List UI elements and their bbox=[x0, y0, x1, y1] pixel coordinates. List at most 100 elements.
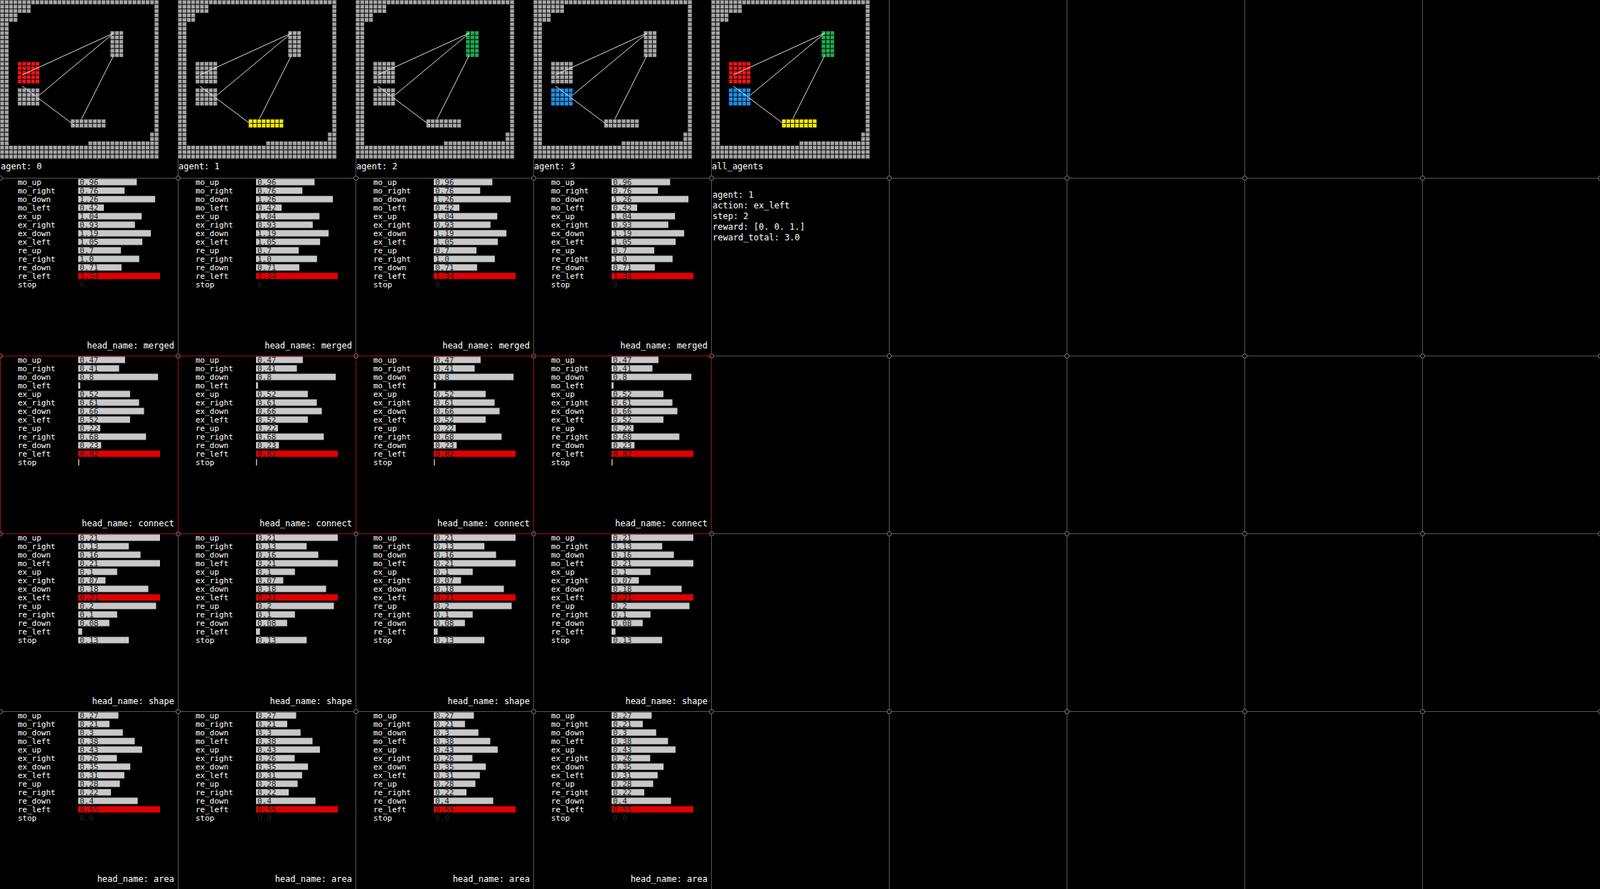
svg-text:action: ex_left: action: ex_left bbox=[712, 200, 790, 211]
svg-text:ex_right: ex_right bbox=[195, 397, 234, 408]
svg-text:mo_left: mo_left bbox=[551, 380, 585, 391]
svg-text:head_name: merged: head_name: merged bbox=[442, 340, 530, 351]
svg-text:mo_left: mo_left bbox=[373, 380, 407, 391]
svg-text:head_name: merged: head_name: merged bbox=[264, 340, 352, 351]
svg-text:mo_up: mo_up bbox=[17, 532, 42, 543]
svg-text:ex_up: ex_up bbox=[195, 744, 220, 755]
svg-text:head_name: connect: head_name: connect bbox=[81, 518, 175, 529]
svg-text:0.0: 0.0 bbox=[257, 813, 272, 823]
svg-text:0.: 0. bbox=[79, 280, 89, 290]
svg-text:re_right: re_right bbox=[17, 609, 56, 620]
svg-text:stop: stop bbox=[17, 280, 37, 290]
svg-text:all_agents: all_agents bbox=[711, 161, 764, 172]
svg-text:mo_right: mo_right bbox=[551, 185, 589, 196]
svg-text:mo_right: mo_right bbox=[17, 185, 56, 196]
svg-text:head_name: shape: head_name: shape bbox=[625, 696, 708, 707]
svg-text:head_name: area: head_name: area bbox=[275, 873, 352, 884]
svg-text:mo_left: mo_left bbox=[195, 380, 229, 391]
svg-text:re_left: re_left bbox=[551, 626, 585, 637]
svg-text:agent: 0: agent: 0 bbox=[0, 161, 42, 172]
svg-text:0.8: 0.8 bbox=[612, 372, 628, 382]
svg-text:ex_left: ex_left bbox=[195, 414, 229, 425]
svg-text:stop: stop bbox=[195, 280, 215, 290]
svg-text:0.82: 0.82 bbox=[79, 449, 99, 459]
svg-text:0.0: 0.0 bbox=[612, 813, 628, 823]
svg-text:stop: stop bbox=[195, 635, 215, 645]
svg-text:head_name: shape: head_name: shape bbox=[447, 696, 530, 707]
svg-text:0.13: 0.13 bbox=[612, 635, 633, 645]
svg-text:stop: stop bbox=[373, 635, 393, 645]
svg-text:stop: stop bbox=[195, 813, 215, 823]
svg-text:re_right: re_right bbox=[551, 609, 589, 620]
svg-text:re_left: re_left bbox=[373, 626, 407, 637]
svg-text:ex_down: ex_down bbox=[17, 761, 51, 772]
svg-text:mo_up: mo_up bbox=[373, 532, 397, 543]
svg-text:stop: stop bbox=[551, 457, 571, 468]
svg-text:reward_total: 3.0: reward_total: 3.0 bbox=[712, 232, 800, 243]
svg-text:mo_right: mo_right bbox=[373, 185, 412, 196]
svg-text:0.08: 0.08 bbox=[612, 618, 633, 628]
svg-text:head_name: connect: head_name: connect bbox=[437, 518, 530, 529]
svg-text:mo_up: mo_up bbox=[195, 532, 220, 543]
svg-text:ex_left: ex_left bbox=[17, 414, 51, 425]
svg-text:stop: stop bbox=[373, 280, 393, 290]
svg-text:0.0: 0.0 bbox=[435, 813, 450, 823]
svg-text:stop: stop bbox=[373, 813, 393, 823]
svg-text:0.: 0. bbox=[435, 280, 445, 290]
svg-text:reward: [0. 0. 1.]: reward: [0. 0. 1.] bbox=[712, 221, 805, 232]
svg-text:0.8: 0.8 bbox=[435, 372, 450, 382]
svg-text:0.8: 0.8 bbox=[257, 372, 272, 382]
svg-text:agent: 1: agent: 1 bbox=[712, 189, 754, 200]
svg-text:0.08: 0.08 bbox=[257, 618, 277, 628]
svg-text:stop: stop bbox=[551, 635, 571, 645]
svg-text:mo_right: mo_right bbox=[195, 185, 234, 196]
svg-text:stop: stop bbox=[551, 813, 571, 823]
svg-text:0.0: 0.0 bbox=[79, 813, 94, 823]
svg-text:stop: stop bbox=[17, 813, 37, 823]
svg-text:0.08: 0.08 bbox=[435, 618, 455, 628]
svg-text:head_name: shape: head_name: shape bbox=[269, 696, 352, 707]
svg-text:ex_right: ex_right bbox=[373, 397, 412, 408]
svg-text:stop: stop bbox=[17, 457, 37, 468]
svg-text:head_name: merged: head_name: merged bbox=[86, 340, 175, 351]
svg-text:stop: stop bbox=[195, 457, 215, 468]
svg-text:re_right: re_right bbox=[195, 609, 234, 620]
svg-text:0.13: 0.13 bbox=[435, 635, 455, 645]
svg-text:0.: 0. bbox=[612, 280, 623, 290]
svg-text:0.13: 0.13 bbox=[257, 635, 277, 645]
svg-text:stop: stop bbox=[551, 280, 571, 290]
svg-text:head_name: connect: head_name: connect bbox=[259, 518, 352, 529]
svg-text:ex_left: ex_left bbox=[551, 414, 585, 425]
svg-text:re_left: re_left bbox=[195, 626, 229, 637]
svg-text:step: 2: step: 2 bbox=[712, 211, 749, 222]
svg-text:mo_down: mo_down bbox=[195, 727, 229, 738]
svg-text:agent: 2: agent: 2 bbox=[356, 161, 398, 172]
svg-text:0.: 0. bbox=[257, 280, 267, 290]
svg-text:0.82: 0.82 bbox=[257, 449, 277, 459]
svg-text:ex_up: ex_up bbox=[17, 744, 42, 755]
svg-text:stop: stop bbox=[373, 457, 393, 468]
svg-text:ex_right: ex_right bbox=[551, 397, 589, 408]
svg-text:0.13: 0.13 bbox=[79, 635, 99, 645]
svg-text:0.08: 0.08 bbox=[79, 618, 99, 628]
svg-text:agent: 1: agent: 1 bbox=[178, 161, 220, 172]
svg-text:head_name: shape: head_name: shape bbox=[91, 696, 175, 707]
svg-text:0.82: 0.82 bbox=[612, 449, 633, 459]
svg-text:0.8: 0.8 bbox=[79, 372, 94, 382]
svg-text:stop: stop bbox=[17, 635, 37, 645]
svg-text:head_name: area: head_name: area bbox=[452, 873, 530, 884]
svg-text:head_name: area: head_name: area bbox=[630, 873, 708, 884]
svg-text:agent: 3: agent: 3 bbox=[534, 161, 576, 172]
svg-text:ex_down: ex_down bbox=[195, 761, 229, 772]
svg-text:re_left: re_left bbox=[17, 626, 51, 637]
svg-text:mo_left: mo_left bbox=[17, 380, 51, 391]
svg-text:mo_down: mo_down bbox=[17, 727, 51, 738]
svg-text:mo_up: mo_up bbox=[551, 532, 575, 543]
svg-text:ex_right: ex_right bbox=[17, 397, 56, 408]
svg-text:0.82: 0.82 bbox=[435, 449, 455, 459]
svg-text:head_name: area: head_name: area bbox=[97, 873, 175, 884]
svg-text:ex_left: ex_left bbox=[373, 414, 407, 425]
svg-text:head_name: connect: head_name: connect bbox=[615, 518, 708, 529]
svg-text:head_name: merged: head_name: merged bbox=[620, 340, 708, 351]
svg-text:re_right: re_right bbox=[373, 609, 412, 620]
